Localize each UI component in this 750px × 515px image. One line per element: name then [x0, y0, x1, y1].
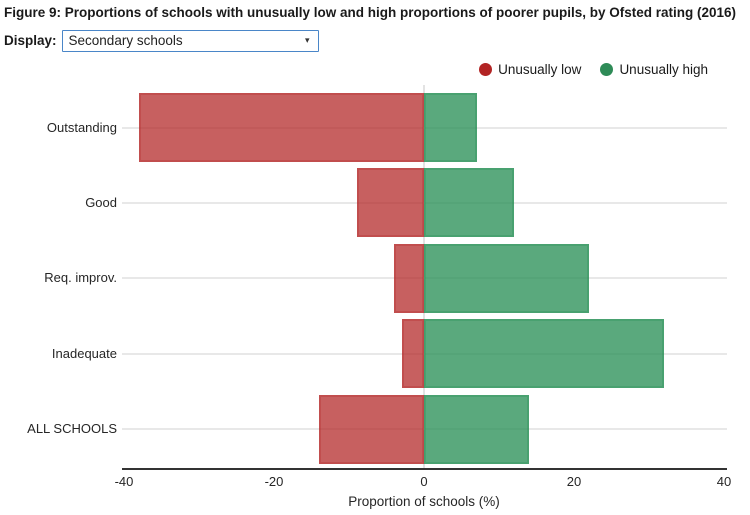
x-axis-title: Proportion of schools (%)	[348, 494, 500, 509]
bar-high-all-schools[interactable]	[424, 394, 529, 464]
bar-high-good[interactable]	[424, 168, 514, 238]
chart-legend: Unusually low Unusually high	[479, 62, 708, 77]
x-tick-label: -40	[114, 474, 134, 489]
bar-high-outstanding[interactable]	[424, 93, 477, 162]
category-label-all-schools: ALL SCHOOLS	[27, 421, 117, 437]
bar-low-outstanding[interactable]	[139, 93, 424, 162]
legend-label: Unusually high	[619, 62, 708, 77]
x-tick-label: 0	[420, 474, 428, 489]
legend-item-unusually-high[interactable]: Unusually high	[600, 62, 708, 77]
bar-high-req-improv-[interactable]	[424, 243, 589, 313]
category-label-good: Good	[85, 194, 117, 210]
bar-high-inadequate[interactable]	[424, 319, 664, 389]
category-label-req-improv-: Req. improv.	[44, 270, 117, 286]
category-label-inadequate: Inadequate	[51, 345, 117, 361]
legend-item-unusually-low[interactable]: Unusually low	[479, 62, 581, 77]
bar-low-req-improv-[interactable]	[394, 243, 424, 313]
bar-low-good[interactable]	[356, 168, 424, 238]
display-controls: Display: Secondary schools ▾	[4, 29, 319, 52]
display-dropdown[interactable]: Secondary schools ▾	[61, 29, 319, 52]
dropdown-arrow-icon: ▾	[305, 35, 310, 45]
display-label: Display:	[4, 33, 57, 48]
display-dropdown-value: Secondary schools	[68, 33, 183, 48]
x-tick-label: 40	[716, 474, 732, 489]
x-tick-label: 20	[566, 474, 582, 489]
figure-title: Figure 9: Proportions of schools with un…	[4, 5, 737, 20]
bar-low-all-schools[interactable]	[319, 394, 424, 464]
legend-label: Unusually low	[498, 62, 582, 77]
bar-low-inadequate[interactable]	[401, 319, 424, 389]
legend-dot-icon	[600, 63, 614, 76]
x-axis-line	[122, 468, 727, 470]
x-tick-label: -20	[264, 474, 284, 489]
legend-dot-icon	[479, 63, 493, 76]
category-label-outstanding: Outstanding	[46, 119, 117, 135]
